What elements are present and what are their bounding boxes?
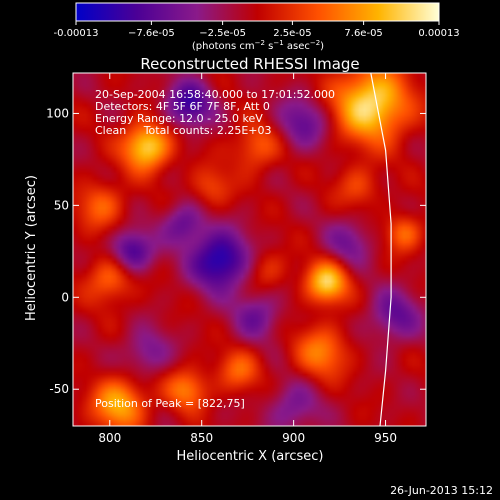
- footer-timestamp: 26-Jun-2013 15:12: [390, 484, 493, 497]
- heatmap-image: [73, 73, 426, 426]
- x-tick-label: 800: [98, 431, 121, 445]
- y-axis-ticks: -50 0 50 100: [46, 106, 426, 396]
- annotation-energy: Energy Range: 12.0 - 25.0 keV: [95, 112, 263, 125]
- annotation-time: 20-Sep-2004 16:58:40.000 to 17:01:52.000: [95, 88, 335, 101]
- units-sup-2: −1: [273, 39, 283, 47]
- colorbar-tick-label: −2.5e-05: [199, 28, 246, 39]
- x-axis-label: Heliocentric X (arcsec): [177, 449, 324, 464]
- x-tick-label: 950: [374, 431, 397, 445]
- units-sup-3: −2: [310, 39, 320, 47]
- peak-label: Position of Peak = [822,75]: [95, 397, 245, 410]
- y-axis-label: Heliocentric Y (arcsec): [24, 175, 39, 321]
- colorbar-tick-label: 2.5e-05: [273, 28, 311, 39]
- colorbar-ticks: -0.00013 −7.6e-05 −2.5e-05 2.5e-05 7.6e-05 0.…: [54, 21, 460, 39]
- y-tick-label: 50: [54, 198, 69, 212]
- x-tick-label: 900: [282, 431, 305, 445]
- plot-frame: [72, 72, 427, 427]
- colorbar: [75, 2, 440, 22]
- x-tick-label: 850: [190, 431, 213, 445]
- annotation-detectors: Detectors: 4F 5F 6F 7F 8F, Att 0: [95, 100, 270, 113]
- x-axis-ticks: 800 850 900 950: [98, 73, 397, 445]
- colorbar-tick-label: 7.6e-05: [344, 28, 382, 39]
- solar-limb-curve: [370, 73, 392, 426]
- y-tick-label: 100: [46, 106, 69, 120]
- y-tick-label: -50: [49, 382, 69, 396]
- colorbar-tick-label: -0.00013: [54, 28, 99, 39]
- annotation-block: 20-Sep-2004 16:58:40.000 to 17:01:52.000…: [95, 88, 335, 137]
- units-sup-1: −2: [255, 39, 265, 47]
- colorbar-tick-label: −7.6e-05: [128, 28, 175, 39]
- chart-title: Reconstructed RHESSI Image: [140, 55, 359, 73]
- y-tick-label: 0: [61, 290, 69, 304]
- colorbar-units: (photons cm−2 s−1 asec−2): [192, 39, 324, 52]
- annotation-counts: Clean Total counts: 2.25E+03: [95, 124, 272, 137]
- colorbar-tick-label: 0.00013: [418, 28, 459, 39]
